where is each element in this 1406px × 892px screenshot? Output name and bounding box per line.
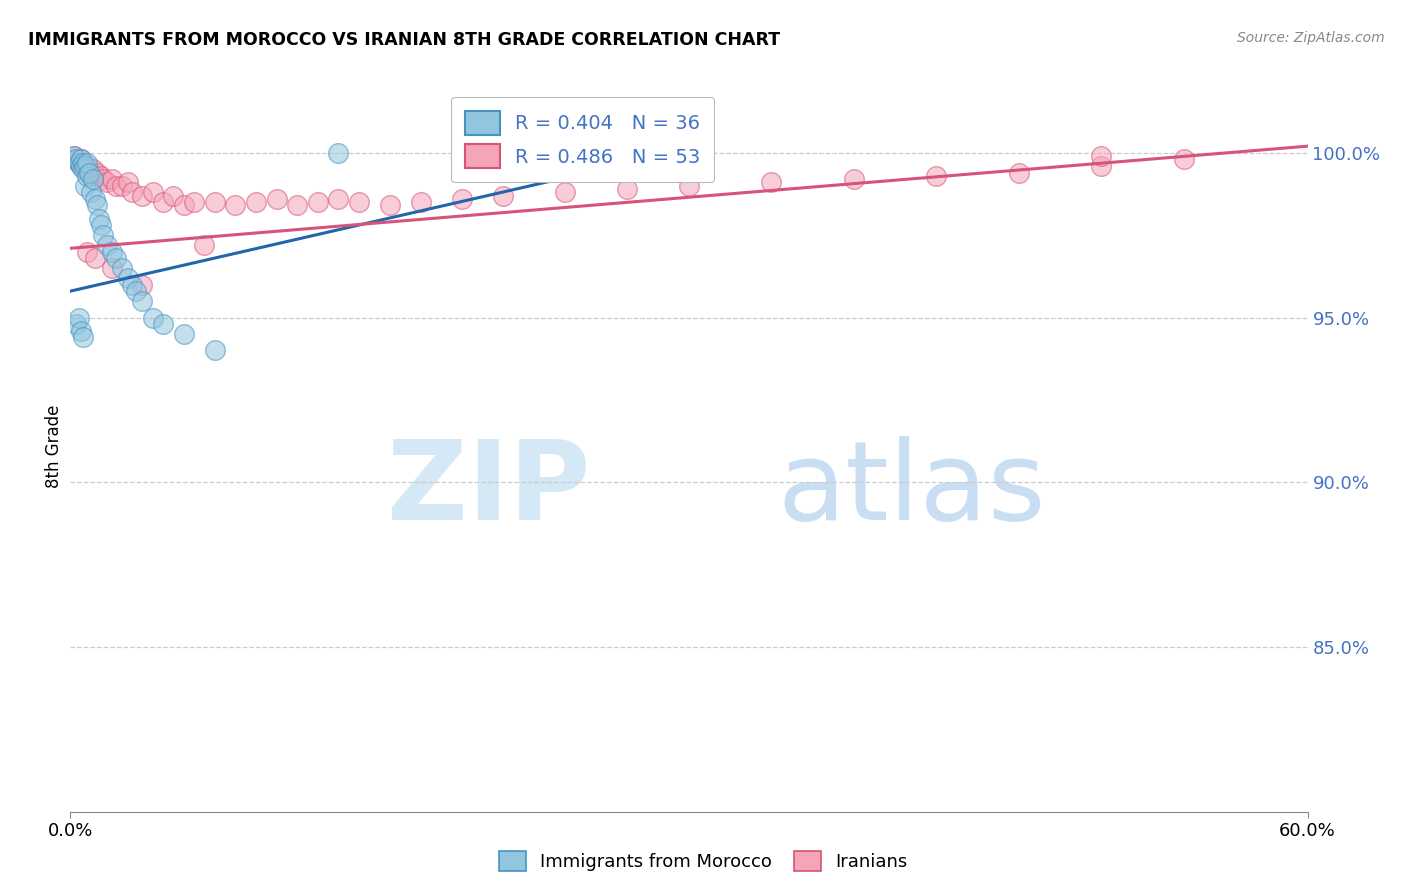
- Point: [80, 169, 103, 183]
- Point: [842, 172, 865, 186]
- Point: [100, 244, 122, 259]
- Point: [84, 192, 107, 206]
- Point: [65, 153, 87, 167]
- Point: [131, 188, 153, 202]
- Point: [328, 192, 350, 206]
- Point: [82, 162, 104, 177]
- Point: [492, 188, 515, 202]
- Point: [91, 228, 114, 243]
- Point: [96, 176, 118, 190]
- Point: [193, 238, 215, 252]
- Point: [1173, 153, 1195, 167]
- Point: [69, 153, 91, 167]
- Point: [121, 277, 143, 292]
- Point: [1008, 165, 1031, 179]
- Point: [84, 251, 107, 265]
- Point: [125, 284, 148, 298]
- Point: [131, 293, 153, 308]
- Point: [111, 261, 134, 276]
- Point: [86, 198, 108, 212]
- Point: [65, 153, 87, 167]
- Point: [307, 195, 329, 210]
- Point: [72, 159, 94, 173]
- Point: [173, 198, 195, 212]
- Point: [76, 244, 98, 259]
- Text: Source: ZipAtlas.com: Source: ZipAtlas.com: [1237, 31, 1385, 45]
- Point: [378, 198, 401, 212]
- Point: [80, 186, 103, 200]
- Point: [100, 172, 122, 186]
- Point: [82, 172, 104, 186]
- Point: [73, 162, 96, 177]
- Point: [76, 155, 98, 169]
- Point: [67, 155, 90, 169]
- Point: [73, 178, 96, 193]
- Point: [84, 169, 107, 183]
- Text: ZIP: ZIP: [387, 436, 591, 543]
- Point: [76, 169, 98, 183]
- Point: [100, 261, 122, 276]
- Point: [96, 238, 118, 252]
- Point: [142, 310, 165, 325]
- Point: [204, 343, 226, 358]
- Point: [72, 155, 94, 169]
- Point: [285, 198, 308, 212]
- Point: [554, 186, 576, 200]
- Point: [67, 310, 90, 325]
- Point: [104, 251, 127, 265]
- Point: [72, 330, 94, 344]
- Point: [347, 195, 370, 210]
- Point: [65, 317, 87, 331]
- Point: [925, 169, 948, 183]
- Text: atlas: atlas: [778, 436, 1046, 543]
- Point: [224, 198, 246, 212]
- Point: [91, 172, 114, 186]
- Point: [76, 159, 98, 173]
- Point: [89, 211, 111, 226]
- Point: [67, 155, 90, 169]
- Point: [409, 195, 432, 210]
- Point: [69, 324, 91, 338]
- Point: [77, 165, 100, 179]
- Point: [451, 192, 474, 206]
- Point: [162, 188, 184, 202]
- Point: [90, 169, 112, 183]
- Point: [173, 326, 195, 341]
- Point: [152, 317, 174, 331]
- Point: [86, 165, 108, 179]
- Point: [90, 219, 112, 233]
- Legend: R = 0.404   N = 36, R = 0.486   N = 53: R = 0.404 N = 36, R = 0.486 N = 53: [451, 97, 714, 182]
- Point: [63, 149, 86, 163]
- Point: [152, 195, 174, 210]
- Point: [73, 159, 96, 173]
- Legend: Immigrants from Morocco, Iranians: Immigrants from Morocco, Iranians: [491, 844, 915, 879]
- Point: [63, 149, 86, 163]
- Point: [117, 176, 139, 190]
- Point: [111, 178, 134, 193]
- Point: [121, 186, 143, 200]
- Point: [117, 271, 139, 285]
- Point: [72, 162, 94, 177]
- Point: [104, 178, 127, 193]
- Point: [69, 153, 91, 167]
- Point: [142, 186, 165, 200]
- Point: [328, 145, 350, 160]
- Y-axis label: 8th Grade: 8th Grade: [45, 404, 63, 488]
- Point: [69, 159, 91, 173]
- Point: [266, 192, 288, 206]
- Point: [204, 195, 226, 210]
- Point: [1090, 159, 1112, 173]
- Text: IMMIGRANTS FROM MOROCCO VS IRANIAN 8TH GRADE CORRELATION CHART: IMMIGRANTS FROM MOROCCO VS IRANIAN 8TH G…: [28, 31, 780, 49]
- Point: [1090, 149, 1112, 163]
- Point: [131, 277, 153, 292]
- Point: [678, 178, 700, 193]
- Point: [245, 195, 267, 210]
- Point: [761, 176, 783, 190]
- Point: [77, 165, 100, 179]
- Point: [183, 195, 205, 210]
- Point: [616, 182, 638, 196]
